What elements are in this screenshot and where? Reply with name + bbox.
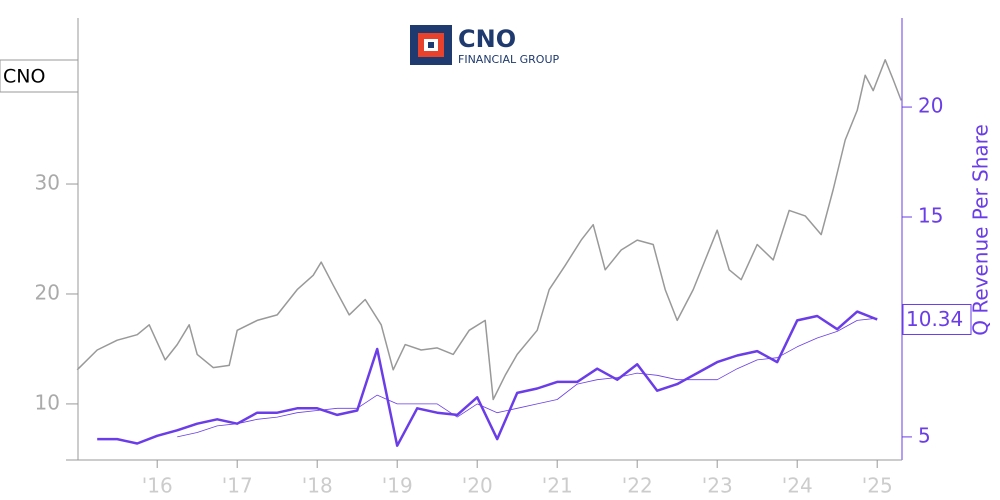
- y2-tick-label: 5: [918, 423, 931, 447]
- x-tick-label: '19: [382, 474, 413, 498]
- x-tick-label: '22: [622, 474, 653, 498]
- series-line: [177, 317, 878, 438]
- x-tick-label: '21: [542, 474, 573, 498]
- logo: CNO FINANCIAL GROUP: [410, 25, 560, 66]
- last-value-label: 10.34: [906, 307, 963, 331]
- logo-subtitle: FINANCIAL GROUP: [458, 53, 560, 66]
- x-tick-label: '20: [462, 474, 493, 498]
- logo-name: CNO: [458, 25, 516, 53]
- x-tick-label: '17: [222, 474, 253, 498]
- ticker: CNO: [3, 66, 45, 88]
- logo-mark: [428, 42, 434, 48]
- series-line: [76, 59, 902, 401]
- y-tick-label: 20: [35, 280, 60, 304]
- ticker-box: [0, 59, 79, 93]
- last-value-box: [902, 303, 972, 335]
- x-tick-label: '16: [142, 474, 173, 498]
- y-tick-label: 30: [35, 171, 60, 195]
- x-tick-label: '25: [862, 474, 893, 498]
- x-tick-label: '18: [302, 474, 333, 498]
- x-tick-label: '23: [702, 474, 733, 498]
- y2-tick-label: 15: [918, 204, 943, 228]
- y-tick-label: 10: [35, 390, 60, 414]
- series-line: [97, 310, 878, 447]
- y2-axis-label: Q Revenue Per Share: [969, 124, 993, 336]
- y2-tick-label: 20: [918, 94, 943, 118]
- x-tick-label: '24: [782, 474, 813, 498]
